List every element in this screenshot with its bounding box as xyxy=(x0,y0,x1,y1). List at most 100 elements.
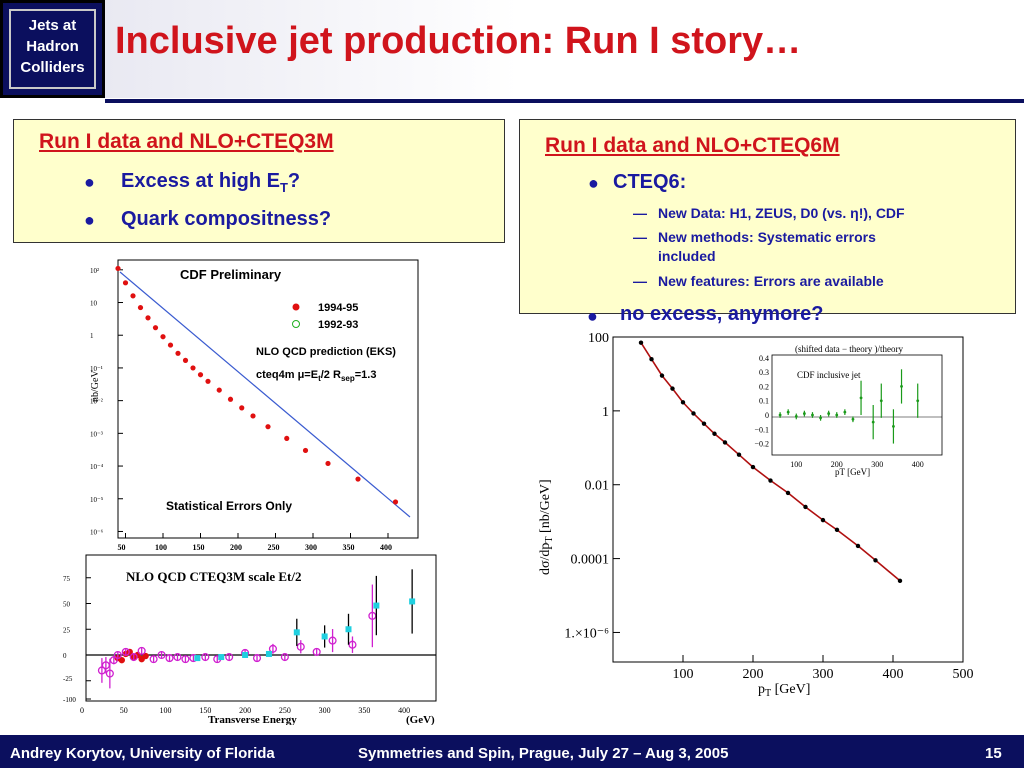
x-tick-label: 300 xyxy=(305,543,317,552)
inset-point xyxy=(859,396,863,400)
logo-line-1: Jets at xyxy=(28,17,77,34)
inset-x-tick-label: 400 xyxy=(912,460,924,469)
data-point xyxy=(345,626,352,633)
x-tick-label: 100 xyxy=(155,543,167,552)
data-point xyxy=(280,653,289,662)
x-axis-unit: (GeV) xyxy=(406,714,435,725)
data-points xyxy=(97,569,416,689)
y-tick-label: 10² xyxy=(90,267,99,275)
data-point xyxy=(137,304,144,311)
y-tick-label: 10 xyxy=(90,300,98,308)
right-subitem-2: New methods: Systematic errors xyxy=(658,229,876,245)
data-point xyxy=(225,653,234,662)
x-tick-label: 400 xyxy=(398,706,410,715)
right-bullet-2: no excess, anymore? xyxy=(620,303,824,325)
x-ticks: 0 50 100 150 200 250 300 350 400 xyxy=(80,706,410,715)
x-tick-label: 300 xyxy=(319,706,331,715)
inset-xlabel: pT [GeV] xyxy=(835,467,870,477)
y-tick-label: 0 xyxy=(63,652,67,660)
annotation-cteq: cteq4m μ=Et/2 Rsep=1.3 xyxy=(256,369,376,383)
data-point xyxy=(105,669,114,678)
data-point xyxy=(173,653,182,662)
data-point xyxy=(409,598,416,605)
theory-curve xyxy=(119,271,411,518)
inset-frame xyxy=(771,354,943,456)
data-point xyxy=(121,647,130,656)
data-point xyxy=(194,655,201,662)
logo-line-3: Colliders xyxy=(20,59,85,76)
data-point xyxy=(284,435,290,442)
data-point xyxy=(325,460,331,467)
bullet-dot: ● xyxy=(84,210,95,230)
data-point xyxy=(227,396,234,402)
inset-point xyxy=(835,413,839,417)
data-point xyxy=(129,653,138,662)
y-tick-label: 10⁻³ xyxy=(90,430,103,438)
data-point xyxy=(239,405,245,411)
chart-title: CDF Preliminary xyxy=(180,267,282,282)
legend-label-1992: 1992-93 xyxy=(318,319,358,331)
inset-point xyxy=(892,425,895,428)
y-axis-label: dσ/dpT [nb/GeV] xyxy=(538,479,555,575)
x-tick-label: 200 xyxy=(230,543,242,552)
data-point xyxy=(659,373,665,378)
data-point xyxy=(638,340,644,345)
x-tick-label: 200 xyxy=(743,667,764,682)
y-ticks: 100 1 0.01 0.0001 1.×10⁻⁶ xyxy=(564,331,620,641)
inset-y-tick-label: 0.2 xyxy=(759,382,769,391)
data-point xyxy=(118,656,125,664)
bullet-dot: ● xyxy=(588,173,599,193)
right-panel: Run I data and NLO+CTEQ6M ● CTEQ6: — New… xyxy=(519,119,1016,314)
cdf-cross-section-chart: nb/GeV 10² 10 1 10⁻¹ 10⁻² 10⁻³ 10⁻⁴ 10⁻⁵ 10⁻⁶ 50… xyxy=(88,252,440,554)
inset-point xyxy=(794,415,798,418)
inset-points xyxy=(778,369,920,444)
x-axis-label: pT [GeV] xyxy=(758,682,810,699)
chart-title: NLO QCD CTEQ3M scale Et/2 xyxy=(126,569,302,584)
legend-label-1994: 1994-95 xyxy=(318,302,358,314)
logo-box: Jets at Hadron Colliders xyxy=(0,0,105,98)
x-tick-label: 0 xyxy=(80,706,84,715)
inset-x-ticks: 100 200 300 400 xyxy=(790,460,923,469)
y-tick-label: -100 xyxy=(63,696,76,704)
data-point xyxy=(130,293,136,299)
footer-page-number: 15 xyxy=(985,745,1002,762)
inset-y-tick-label: −0.2 xyxy=(754,440,769,449)
data-point xyxy=(109,656,118,665)
footer-author: Andrey Korytov, University of Florida xyxy=(10,745,275,762)
left-bullet-1-text: Excess at high E xyxy=(121,170,280,192)
annotation-nlo: NLO QCD prediction (EKS) xyxy=(256,346,396,358)
right-subitem-3: New features: Errors are available xyxy=(658,273,884,289)
data-point xyxy=(167,342,174,348)
data-point xyxy=(265,424,271,430)
data-point xyxy=(785,490,791,496)
x-tick-label: 100 xyxy=(160,706,172,715)
right-bullet-1: CTEQ6: xyxy=(613,171,687,193)
data-point xyxy=(873,558,878,563)
legend-marker-1994 xyxy=(292,303,300,311)
inset-label: CDF inclusive jet xyxy=(797,370,861,380)
x-tick-label: 250 xyxy=(279,706,291,715)
data-point xyxy=(750,464,756,470)
data-point xyxy=(250,413,256,419)
data-point xyxy=(834,527,840,533)
x-tick-label: 400 xyxy=(380,543,392,552)
data-point xyxy=(142,652,149,660)
data-point xyxy=(373,602,380,609)
left-bullet-1-suffix: ? xyxy=(287,170,301,192)
data-point xyxy=(175,350,181,356)
inset-x-tick-label: 300 xyxy=(871,460,883,469)
data-point xyxy=(803,504,808,510)
x-tick-label: 250 xyxy=(268,543,280,552)
y-tick-label: 10⁻¹ xyxy=(90,365,103,373)
data-point xyxy=(328,636,337,645)
inset-plot: (shifted data − theory )/theory CDF incl… xyxy=(754,344,943,477)
dash: — xyxy=(633,229,647,245)
inset-point xyxy=(786,410,790,414)
header-rule xyxy=(105,99,1024,103)
left-bullet-1: Excess at high ET? xyxy=(121,170,300,195)
data-point xyxy=(268,644,277,653)
data-point xyxy=(670,386,675,391)
data-point xyxy=(182,357,189,363)
data-point xyxy=(265,650,272,657)
inset-point xyxy=(843,410,847,414)
